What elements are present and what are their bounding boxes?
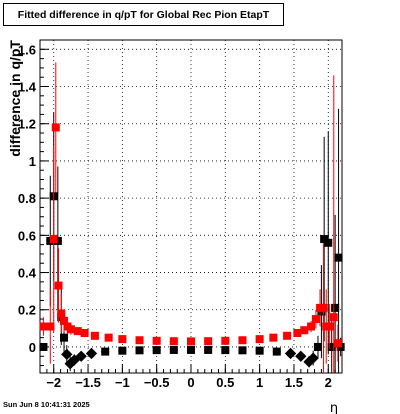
data-point xyxy=(204,337,213,346)
ticks-layer: −2 −1.5 −1 −0.5 0 0.5 1 1.5 2 0 0.2 0.4 0.6 0.8 1 1.2 1.… xyxy=(18,39,343,390)
y-tick-label: 0.2 xyxy=(18,303,36,318)
data-point xyxy=(46,322,55,331)
x-tick-label: −1.5 xyxy=(75,375,101,390)
y-tick-label: 1 xyxy=(29,154,36,169)
data-point xyxy=(152,346,161,355)
data-point xyxy=(272,347,281,356)
data-point xyxy=(169,345,178,354)
data-point xyxy=(311,315,320,324)
data-point xyxy=(66,325,75,334)
timestamp: Sun Jun 8 10:41:31 2025 xyxy=(3,400,90,409)
y-tick-label: 0.4 xyxy=(18,266,37,281)
data-point xyxy=(320,235,329,244)
data-point xyxy=(60,333,69,342)
data-point xyxy=(324,238,333,247)
y-tick-label: 0 xyxy=(29,340,36,355)
x-tick-label: −1 xyxy=(115,375,130,390)
data-layer xyxy=(39,62,345,373)
data-point xyxy=(118,346,127,355)
data-point xyxy=(135,336,144,345)
data-point xyxy=(85,347,98,360)
x-tick-label: −2 xyxy=(46,375,61,390)
data-point xyxy=(238,336,247,345)
x-tick-label: 0 xyxy=(187,375,194,390)
data-point xyxy=(333,339,342,348)
data-point xyxy=(101,347,110,356)
y-tick-label: 1.4 xyxy=(18,80,37,95)
data-point xyxy=(331,303,340,312)
data-point xyxy=(283,331,292,340)
data-point xyxy=(329,313,338,322)
data-point xyxy=(221,336,230,345)
data-point xyxy=(90,331,99,340)
data-point xyxy=(73,327,82,336)
chart-title: Fitted difference in q/pT for Global Rec… xyxy=(3,3,284,26)
data-point xyxy=(152,336,161,345)
y-axis-label: difference in q/pT xyxy=(7,40,23,157)
data-point xyxy=(51,123,60,132)
data-point xyxy=(300,326,309,335)
data-point xyxy=(53,236,62,245)
data-point xyxy=(319,303,328,312)
plot-frame xyxy=(39,39,343,374)
data-point xyxy=(255,346,264,355)
y-tick-label: 0.6 xyxy=(18,228,36,243)
data-point xyxy=(204,345,213,354)
data-point xyxy=(104,333,113,342)
x-tick-label: −0.5 xyxy=(144,375,170,390)
data-point xyxy=(255,335,264,344)
data-point xyxy=(307,352,319,364)
data-point xyxy=(118,335,127,344)
data-point xyxy=(49,235,58,244)
data-point xyxy=(327,342,336,351)
data-point xyxy=(325,322,334,331)
y-tick-label: 1.6 xyxy=(18,42,36,57)
data-point xyxy=(135,346,144,355)
y-tick-label: 1.2 xyxy=(18,117,36,132)
data-point xyxy=(187,345,195,354)
grid-layer xyxy=(40,40,342,373)
data-point xyxy=(334,253,343,262)
data-point xyxy=(313,342,322,351)
x-tick-label: 0.5 xyxy=(216,375,234,390)
data-point xyxy=(60,316,69,325)
data-point xyxy=(307,322,316,331)
x-tick-label: 1.5 xyxy=(285,375,303,390)
data-point xyxy=(269,333,278,342)
data-point xyxy=(221,346,230,355)
data-point xyxy=(39,322,48,331)
x-tick-label: 2 xyxy=(325,375,332,390)
x-axis-label: η xyxy=(330,401,338,414)
series-1 xyxy=(39,62,342,373)
data-point xyxy=(57,309,66,318)
data-point xyxy=(187,337,195,346)
y-tick-label: 0.8 xyxy=(18,191,36,206)
data-point xyxy=(80,329,89,338)
data-point xyxy=(295,350,307,362)
data-point xyxy=(54,281,63,290)
data-point xyxy=(39,342,48,351)
x-tick-label: 1 xyxy=(256,375,263,390)
data-point xyxy=(284,347,297,360)
data-point xyxy=(169,337,178,346)
data-point xyxy=(238,346,247,355)
data-point xyxy=(293,329,302,338)
